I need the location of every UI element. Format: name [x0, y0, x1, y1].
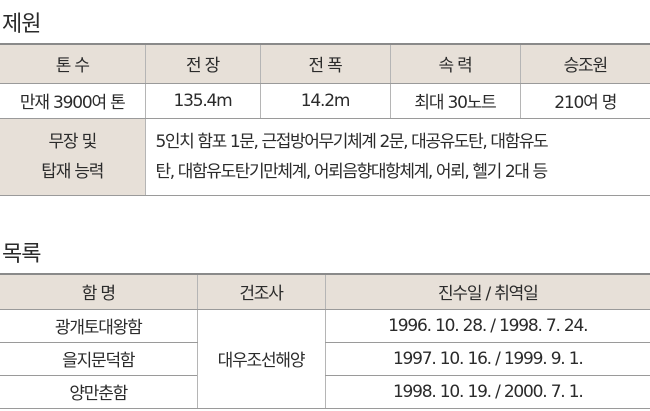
header-speed: 속 력 [389, 43, 520, 84]
header-builder: 건조사 [196, 273, 325, 310]
header-tonnage: 톤 수 [0, 43, 145, 84]
specs-title: 제원 [2, 12, 41, 37]
header-length: 전 장 [144, 43, 260, 84]
ship-name: 양만춘함 [0, 374, 197, 409]
header-ship-name: 함 명 [0, 273, 197, 310]
list-header-row: 함 명 건조사 진수일 / 취역일 [0, 273, 650, 310]
specs-header-row: 톤 수 전 장 전 폭 속 력 승조원 [0, 43, 650, 84]
ship-dates: 1997. 10. 16. / 1999. 9. 1. [324, 341, 650, 376]
ship-name: 광개토대왕함 [0, 308, 197, 343]
list-table: 함 명 건조사 진수일 / 취역일 광개토대왕함 대우조선해양 1996. 10… [0, 273, 650, 409]
armament-line: 탄, 대함유도탄기만체계, 어뢰음향대항체계, 어뢰, 헬기 2대 등 [155, 161, 549, 182]
armament-label: 무장 및 탑재 능력 [0, 117, 145, 196]
table-row: 을지문덕함 1997. 10. 16. / 1999. 9. 1. [0, 341, 650, 376]
armament-row: 무장 및 탑재 능력 5인치 함포 1문, 근접방어무기체계 2문, 대공유도탄… [0, 117, 650, 196]
header-crew: 승조원 [519, 43, 650, 84]
list-title: 목록 [2, 242, 41, 267]
header-beam: 전 폭 [259, 43, 390, 84]
table-row: 양만춘함 1998. 10. 19. / 2000. 7. 1. [0, 374, 650, 409]
armament-label-line: 탑재 능력 [41, 161, 104, 182]
ship-dates: 1996. 10. 28. / 1998. 7. 24. [324, 308, 650, 343]
builder: 대우조선해양 [196, 308, 325, 409]
armament-label-line: 무장 및 [48, 131, 97, 152]
specs-table: 톤 수 전 장 전 폭 속 력 승조원 만재 3900여 톤 135.4m 14… [0, 43, 650, 196]
specs-value-row: 만재 3900여 톤 135.4m 14.2m 최대 30노트 210여 명 [0, 82, 650, 119]
ship-name: 을지문덕함 [0, 341, 197, 376]
header-dates: 진수일 / 취역일 [324, 273, 650, 310]
ship-dates: 1998. 10. 19. / 2000. 7. 1. [324, 374, 650, 409]
value-tonnage: 만재 3900여 톤 [0, 82, 145, 119]
value-speed: 최대 30노트 [389, 82, 520, 119]
table-row: 광개토대왕함 대우조선해양 1996. 10. 28. / 1998. 7. 2… [0, 308, 650, 409]
value-beam: 14.2m [259, 82, 390, 119]
armament-value: 5인치 함포 1문, 근접방어무기체계 2문, 대공유도탄, 대함유도 탄, 대… [144, 117, 650, 196]
armament-line: 5인치 함포 1문, 근접방어무기체계 2문, 대공유도탄, 대함유도 [155, 131, 549, 152]
value-crew: 210여 명 [519, 82, 650, 119]
value-length: 135.4m [144, 82, 260, 119]
